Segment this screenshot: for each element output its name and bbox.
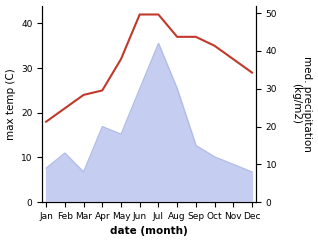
Y-axis label: max temp (C): max temp (C) bbox=[5, 68, 16, 140]
Y-axis label: med. precipitation
(kg/m2): med. precipitation (kg/m2) bbox=[291, 56, 313, 152]
X-axis label: date (month): date (month) bbox=[110, 227, 188, 236]
